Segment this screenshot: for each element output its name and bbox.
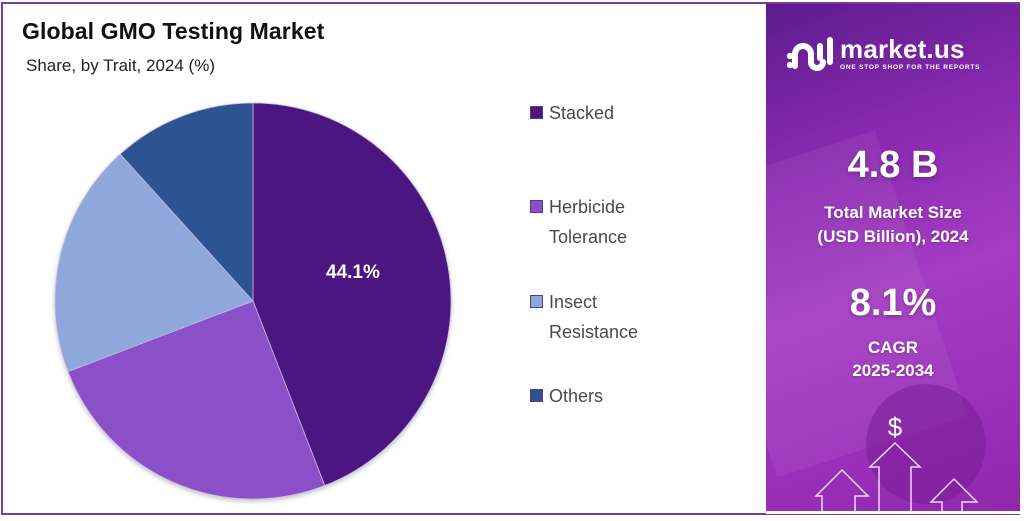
legend-label: Stacked: [549, 103, 615, 123]
pie-slice-stacked: [252, 102, 452, 487]
legend-label: Others: [549, 386, 604, 406]
market-size-caption-line2: (USD Billion), 2024: [817, 227, 969, 246]
legend-label-line2: Tolerance: [549, 227, 628, 247]
cagr-caption-line2: 2025-2034: [852, 361, 934, 380]
legend-swatch-insect-resistance: [530, 295, 543, 308]
slice-label-stacked: 44.1%: [326, 262, 380, 283]
cagr-value: 8.1%: [849, 282, 937, 324]
background-coin-glow: [866, 384, 986, 504]
market-size-caption-line1: Total Market Size: [824, 203, 962, 222]
cagr-caption-line1: CAGR: [867, 338, 919, 357]
market-us-logo-icon: [786, 37, 833, 71]
pie-slice-insect-resistance: [54, 153, 254, 373]
chart-title: Global GMO Testing Market: [22, 18, 325, 44]
legend-label-line2: Resistance: [549, 322, 639, 342]
market-size-value: 4.8 B: [847, 144, 939, 186]
pie-slice-others: [119, 102, 254, 303]
legend-label: Herbicide: [549, 197, 626, 217]
legend-swatch-herbicide-tolerance: [530, 200, 543, 213]
legend-item-others: Others: [530, 381, 603, 411]
pie-chart: [54, 102, 452, 500]
legend-swatch-stacked: [530, 106, 543, 119]
brand-logo: market.us ONE STOP SHOP FOR THE REPORTS: [784, 32, 980, 74]
growth-arrows-icon: $: [814, 412, 979, 514]
legend-swatch-others: [530, 389, 543, 402]
dollar-icon: $: [888, 412, 903, 442]
legend-item-stacked: Stacked: [530, 98, 614, 128]
brand-tagline: ONE STOP SHOP FOR THE REPORTS: [840, 63, 981, 71]
legend-item-insect-resistance: Insect Resistance: [530, 287, 638, 347]
pie-slice-herbicide-tolerance: [67, 300, 326, 500]
legend-label: Insect: [549, 292, 598, 312]
brand-name: market.us: [840, 33, 965, 64]
legend-item-herbicide-tolerance: Herbicide Tolerance: [530, 192, 627, 252]
panel-bottom-strip: [766, 511, 1020, 514]
chart-subtitle: Share, by Trait, 2024 (%): [26, 56, 215, 75]
summary-panel: market.us ONE STOP SHOP FOR THE REPORTS …: [766, 4, 1020, 514]
